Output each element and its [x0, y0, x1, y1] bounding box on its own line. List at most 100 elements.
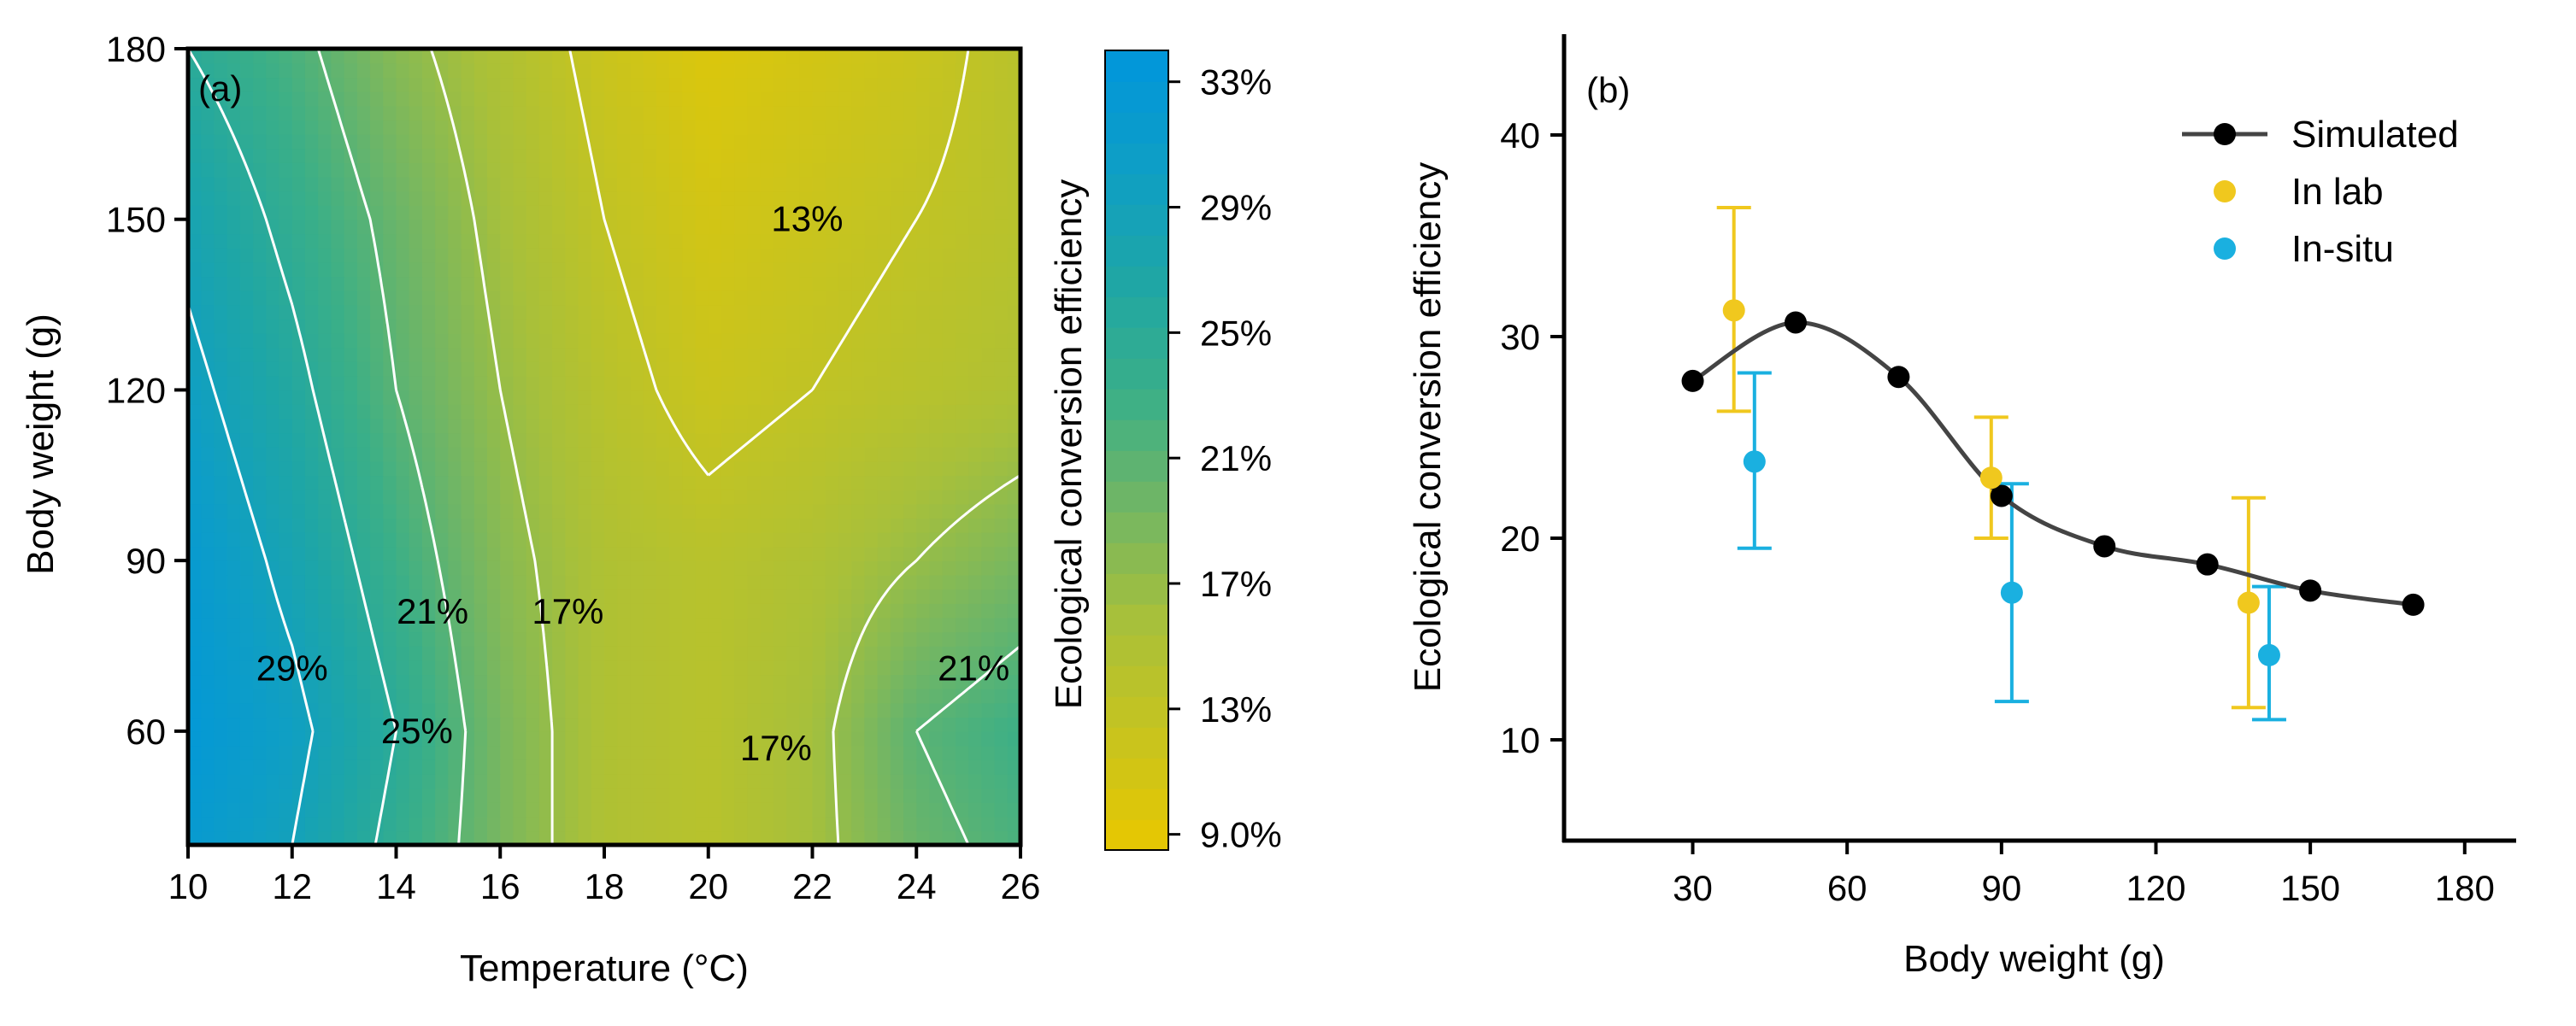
heatmap-cell	[500, 176, 515, 192]
heatmap-cell	[604, 560, 619, 576]
heatmap-cell	[253, 105, 268, 121]
heatmap-cell	[760, 603, 774, 619]
heatmap-cell	[344, 702, 358, 718]
heatmap-cell	[513, 688, 527, 704]
heatmap-cell	[994, 518, 1009, 533]
heatmap-cell	[838, 475, 852, 490]
heatmap-cell	[720, 375, 735, 391]
heatmap-cell	[318, 475, 332, 490]
heatmap-cell	[617, 120, 632, 135]
heatmap-cell	[591, 105, 605, 121]
heatmap-cell	[188, 802, 203, 818]
heatmap-cell	[981, 802, 996, 818]
heatmap-cell	[214, 375, 228, 391]
heatmap-cell	[435, 361, 450, 377]
heatmap-cell	[409, 802, 423, 818]
heatmap-cell	[487, 248, 502, 263]
heatmap-cell	[214, 447, 228, 462]
heatmap-cell	[409, 375, 423, 391]
heatmap-cell	[968, 589, 983, 604]
heatmap-cell	[201, 717, 215, 732]
heatmap-cell	[760, 546, 774, 561]
heatmap-cell	[383, 788, 397, 803]
heatmap-cell	[383, 816, 397, 832]
heatmap-cell	[786, 460, 801, 477]
heatmap-cell	[552, 759, 567, 775]
heatmap-cell	[955, 702, 969, 718]
heatmap-cell	[356, 62, 371, 79]
heatmap-cell	[786, 77, 801, 92]
heatmap-cell	[331, 205, 345, 220]
heatmap-cell	[720, 105, 735, 121]
heatmap-cell	[473, 802, 488, 818]
heatmap-cell	[695, 105, 709, 121]
heatmap-cell	[226, 788, 241, 803]
heatmap-cell	[448, 91, 462, 107]
heatmap-cell	[994, 418, 1009, 434]
heatmap-cell	[760, 617, 774, 633]
heatmap-cell	[734, 390, 749, 405]
heatmap-cell	[578, 518, 592, 533]
heatmap-cell	[981, 290, 996, 306]
heatmap-cell	[396, 219, 410, 235]
heatmap-cell	[929, 518, 944, 533]
heatmap-cell	[421, 332, 436, 349]
heatmap-cell	[708, 205, 722, 220]
heatmap-cell	[916, 503, 931, 519]
heatmap-cell	[1007, 248, 1020, 263]
heatmap-cell	[630, 148, 644, 163]
heatmap-cell	[344, 603, 358, 619]
heatmap-cell	[279, 248, 293, 263]
heatmap-cell	[656, 574, 670, 590]
heatmap-cell	[461, 546, 475, 561]
panel-b-label: (b)	[1586, 70, 1630, 110]
heatmap-cell	[304, 773, 319, 789]
heatmap-cell	[643, 390, 657, 405]
heatmap-cell	[473, 133, 488, 150]
heatmap-cell	[253, 759, 268, 775]
heatmap-cell	[591, 489, 605, 505]
heatmap-cell	[760, 560, 774, 576]
heatmap-cell	[929, 631, 944, 647]
heatmap-cell	[877, 404, 891, 419]
heatmap-cell	[643, 518, 657, 533]
heatmap-cell	[981, 319, 996, 334]
heatmap-cell	[890, 191, 904, 206]
heatmap-cell	[513, 730, 527, 747]
heatmap-cell	[656, 261, 670, 278]
heatmap-cell	[578, 773, 592, 789]
heatmap-cell	[591, 660, 605, 676]
heatmap-cell	[565, 319, 579, 334]
heatmap-cell	[370, 176, 385, 192]
heatmap-cell	[538, 816, 553, 832]
heatmap-cell	[981, 219, 996, 235]
heatmap-cell	[279, 646, 293, 661]
heatmap-cell	[500, 304, 515, 320]
heatmap-cell	[942, 404, 956, 419]
heatmap-cell	[734, 560, 749, 576]
heatmap-cell	[981, 646, 996, 661]
heatmap-cell	[799, 717, 814, 732]
heatmap-cell	[487, 830, 502, 845]
heatmap-cell	[461, 261, 475, 278]
heatmap-cell	[617, 560, 632, 576]
heatmap-cell	[617, 49, 632, 64]
heatmap-cell	[955, 759, 969, 775]
colorbar-band	[1105, 604, 1168, 636]
heatmap-cell	[188, 546, 203, 561]
heatmap-cell	[968, 418, 983, 434]
heatmap-cell	[383, 560, 397, 576]
heatmap-cell	[773, 802, 787, 818]
x-tick-label: 24	[897, 866, 937, 906]
heatmap-cell	[929, 617, 944, 633]
heatmap-cell	[942, 475, 956, 490]
heatmap-cell	[318, 233, 332, 249]
panel-b-x-ticks: 30 60 90 120 150 180	[1673, 841, 2495, 908]
heatmap-cell	[526, 589, 540, 604]
heatmap-cell	[1007, 133, 1020, 150]
colorbar-band	[1105, 481, 1168, 513]
heatmap-cell	[942, 205, 956, 220]
heatmap-cell	[331, 745, 345, 760]
heatmap-cell	[1007, 574, 1020, 590]
heatmap-cell	[643, 717, 657, 732]
